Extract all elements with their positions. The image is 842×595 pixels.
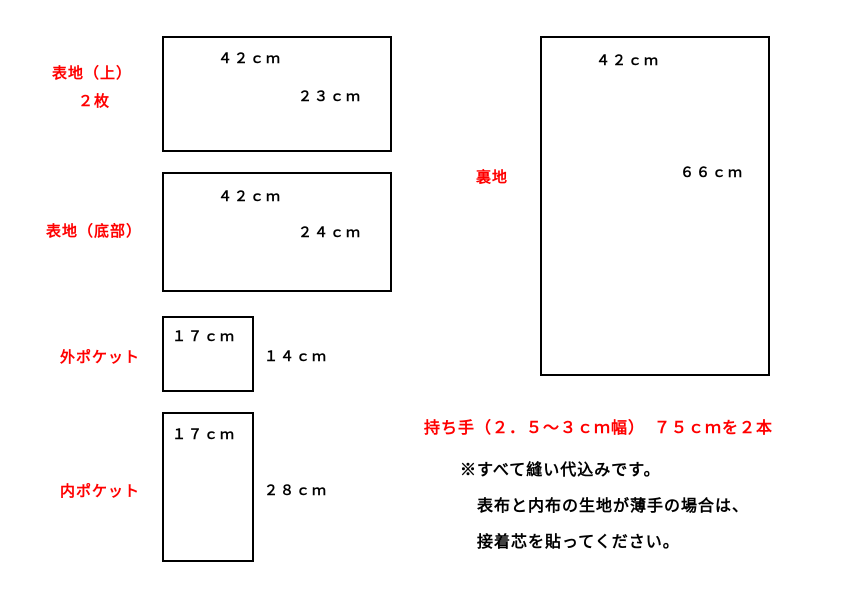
outer-pocket-label: 外ポケット bbox=[60, 346, 140, 367]
outer-pocket-height: １４ｃｍ bbox=[264, 346, 328, 366]
outer-bottom-label: 表地（底部） bbox=[46, 220, 142, 241]
outer-top-height: ２３ｃｍ bbox=[298, 86, 362, 106]
lining-rect bbox=[540, 36, 770, 376]
lining-label: 裏地 bbox=[476, 166, 508, 187]
lining-height: ６６ｃｍ bbox=[680, 162, 744, 182]
inner-pocket-label: 内ポケット bbox=[60, 480, 140, 501]
note-line-1: ※すべて縫い代込みです。 bbox=[460, 456, 661, 480]
outer-top-label-2: ２枚 bbox=[78, 90, 110, 111]
inner-pocket-width: １７ｃｍ bbox=[172, 424, 236, 444]
outer-top-width: ４２ｃｍ bbox=[218, 48, 282, 68]
note-line-3: 接着芯を貼ってください。 bbox=[460, 528, 680, 552]
outer-top-label-1: 表地（上） bbox=[52, 62, 132, 83]
outer-bottom-height: ２４ｃｍ bbox=[298, 222, 362, 242]
handle-note: 持ち手（２．５～３ｃｍ幅） ７５ｃｍを２本 bbox=[424, 414, 773, 438]
lining-width: ４２ｃｍ bbox=[596, 50, 660, 70]
outer-bottom-width: ４２ｃｍ bbox=[218, 186, 282, 206]
note-line-2: 表布と内布の生地が薄手の場合は、 bbox=[460, 492, 749, 516]
inner-pocket-height: ２８ｃｍ bbox=[264, 480, 328, 500]
outer-pocket-width: １７ｃｍ bbox=[172, 326, 236, 346]
